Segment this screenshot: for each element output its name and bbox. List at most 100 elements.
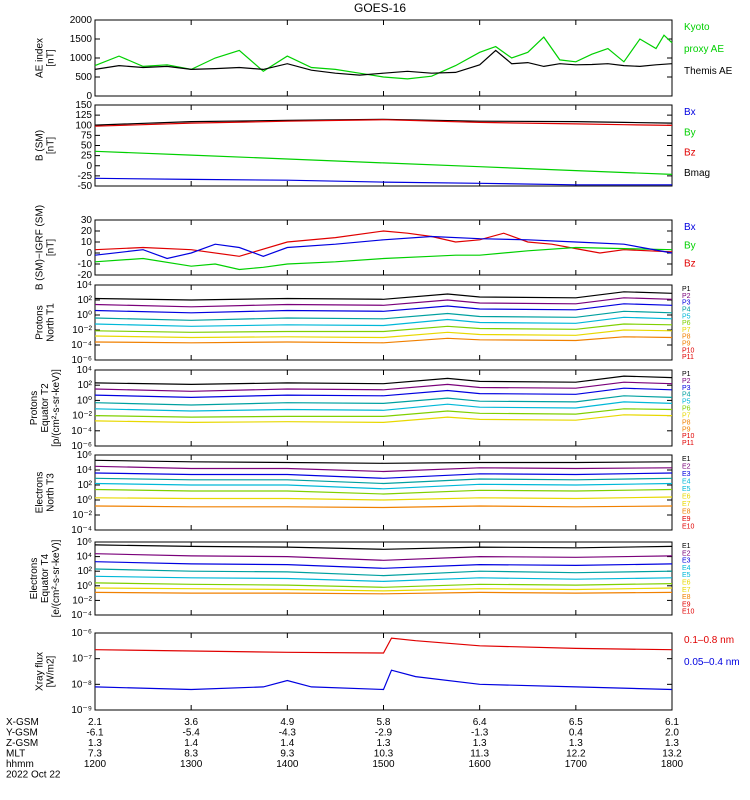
y-axis-label: Protons [29,391,40,425]
legend-entry: E9 [682,601,691,608]
y-tick-label: 10⁰ [77,581,92,592]
y-tick-label: 10⁻² [72,325,92,336]
legend-entry: E9 [682,516,691,523]
series-bx [94,177,672,186]
series-themis-ae [94,49,673,76]
legend-entry: P1 [682,371,691,378]
legend-entry: P11 [682,440,694,447]
ephemeris-value: 6.5 [569,717,583,728]
legend-entry: 0.1–0.8 nm [684,635,734,646]
y-tick-label: 10⁻⁷ [72,654,92,665]
series-kyoto-proxy-ae [94,34,673,80]
legend-entry: By [684,240,696,251]
ephemeris-row-label: hhmm [6,759,34,770]
legend-entry: E10 [682,609,695,616]
series-e6 [94,488,673,495]
series-e7 [94,496,673,501]
y-axis-label: [nT] [46,49,57,66]
y-tick-label: 10⁴ [77,552,92,563]
panel-pe: 10⁻⁶ 10⁻⁴ 10⁻² 10⁰ 10² 10⁴ Protons Equator T2 [p… [29,365,695,452]
y-axis-label: Electrons [35,472,46,514]
y-axis-label: [nT] [46,239,57,256]
ephemeris-value: 1.3 [665,738,679,749]
ephemeris-value: -1.3 [471,728,489,739]
panel-xray: 10⁻⁹ 10⁻⁸ 10⁻⁷ 10⁻⁶ Xray flux [W/m2] 0.1–0.8 n… [35,628,740,716]
legend-entry: E4 [682,479,691,486]
legend-entry: E5 [682,572,691,579]
legend-entry: P10 [682,433,695,440]
legend-entry: P6 [682,406,691,413]
ephemeris-value: 1300 [180,759,203,770]
legend-entry: P5 [682,399,691,406]
series-e3 [94,472,673,479]
panel-frame [94,104,673,187]
legend-entry: E3 [682,558,691,565]
legend-entry: P8 [682,334,691,341]
legend-entry: P7 [682,412,691,419]
legend-entry: Kyoto [684,22,710,33]
y-tick-label: 10⁰ [77,310,92,321]
ephemeris-value: 1.3 [569,738,583,749]
y-axis-label: North T3 [46,473,57,512]
series-by [94,150,673,175]
panel-ee: 10⁻⁴ 10⁻² 10⁰ 10² 10⁴ 10⁶ Electrons Equator T4[… [29,537,695,621]
ephemeris-value: 1500 [372,759,395,770]
ephemeris-value: 1.3 [473,738,487,749]
legend-entry: E4 [682,565,691,572]
y-tick-label: 10⁻⁴ [71,525,92,536]
panel-frame [94,632,673,711]
series-p2 [94,297,673,308]
y-tick-label: 0 [86,91,92,102]
y-tick-label: 10⁻⁴ [71,610,92,621]
y-tick-label: 0 [86,161,92,172]
series-p6 [94,323,673,333]
legend-entry: P3 [682,385,691,392]
series-p5 [94,316,673,327]
ephemeris-value: 1.3 [377,738,391,749]
y-tick-label: -20 [78,270,93,281]
ephemeris-value: 11.3 [470,749,489,760]
series-e8 [94,505,673,509]
ephemeris-value: 6.1 [665,717,679,728]
series-p1 [94,291,673,301]
ephemeris-value: 4.9 [280,717,294,728]
legend-entry: E7 [682,501,691,508]
legend-entry: P2 [682,378,691,385]
ephemeris-value: 5.8 [377,717,391,728]
legend-entry: P6 [682,320,691,327]
ephemeris-value: 10.3 [374,749,394,760]
legend-entry: Bmag [684,168,710,179]
panel-frame [94,19,673,97]
ephemeris-value: -5.4 [183,728,201,739]
series-e5 [94,482,673,490]
legend-entry: proxy AE [684,44,724,55]
y-axis-label: [p/(cm²-s-sr-keV)] [51,369,62,447]
legend-entry: P10 [682,347,695,354]
legend-entry: E2 [682,550,691,557]
legend-entry: Bz [684,148,696,159]
legend-entry: P8 [682,419,691,426]
y-tick-label: 50 [81,141,93,152]
series-e2 [94,553,673,561]
legend-entry: E1 [682,456,691,463]
ephemeris-value: 0.4 [569,728,583,739]
y-tick-label: 10⁻⁶ [71,441,92,452]
series-e4 [94,568,673,577]
series-p4 [94,310,673,321]
y-tick-label: 10⁻⁸ [71,679,92,690]
ephemeris-value: -2.9 [375,728,393,739]
legend-entry: Bx [684,107,696,118]
y-tick-label: 25 [81,151,93,162]
ephemeris-value: 13.2 [662,749,682,760]
series-e1 [94,544,673,550]
y-tick-label: 10⁴ [77,465,92,476]
series-0-05-0-4-nm [94,669,673,691]
y-tick-label: 10⁰ [77,495,92,506]
ephemeris-value: 1800 [661,759,684,770]
series-bmag [94,118,673,126]
y-axis-label: [nT] [46,137,57,154]
ephemeris-value: 2.1 [88,717,102,728]
ephemeris-value: 12.2 [566,749,586,760]
ephemeris-value: 8.3 [184,749,198,760]
